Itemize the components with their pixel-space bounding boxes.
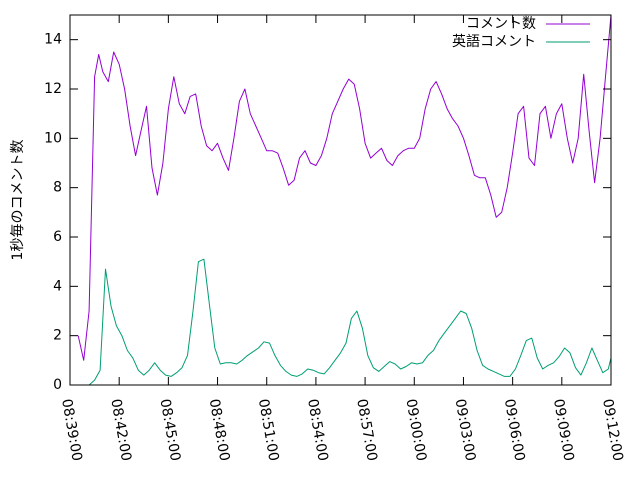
y-tick-label: 10 — [44, 130, 62, 146]
y-tick-label: 6 — [53, 229, 62, 245]
x-tick-label: 08:54:00 — [304, 398, 331, 463]
series-layer — [77, 14, 612, 386]
x-tick-label: 08:42:00 — [107, 398, 134, 463]
x-tick-label: 09:00:00 — [402, 398, 429, 463]
series-line-0 — [77, 14, 612, 361]
y-axis-label: 1秒毎のコメント数 — [10, 140, 26, 261]
y-tick-label: 0 — [53, 377, 62, 393]
x-tick-label: 08:57:00 — [353, 398, 380, 463]
legend-label: 英語コメント — [452, 33, 536, 50]
x-tick-label: 08:45:00 — [156, 398, 183, 463]
y-tick-label: 4 — [53, 278, 62, 294]
x-tick-label: 08:48:00 — [206, 398, 233, 463]
x-tick-label: 08:51:00 — [255, 398, 282, 463]
x-tick-label: 09:12:00 — [599, 398, 626, 463]
y-tick-label: 12 — [44, 81, 62, 97]
x-tick-label: 09:09:00 — [550, 398, 577, 463]
x-tick-label: 09:03:00 — [452, 398, 479, 463]
y-tick-label: 2 — [53, 328, 62, 344]
y-tick-label: 14 — [44, 32, 62, 48]
plot-border — [69, 14, 612, 386]
x-tick-label: 09:06:00 — [501, 398, 528, 463]
x-tick-label: 08:39:00 — [58, 398, 85, 463]
series-line-1 — [88, 237, 612, 386]
legend-label: コメント数 — [466, 16, 536, 32]
y-tick-label: 8 — [53, 180, 62, 196]
ticks-layer: 0 2 4 6 8 10 12 14 08:39:00 08:42:00 08:45:00 08:48… — [44, 15, 626, 462]
